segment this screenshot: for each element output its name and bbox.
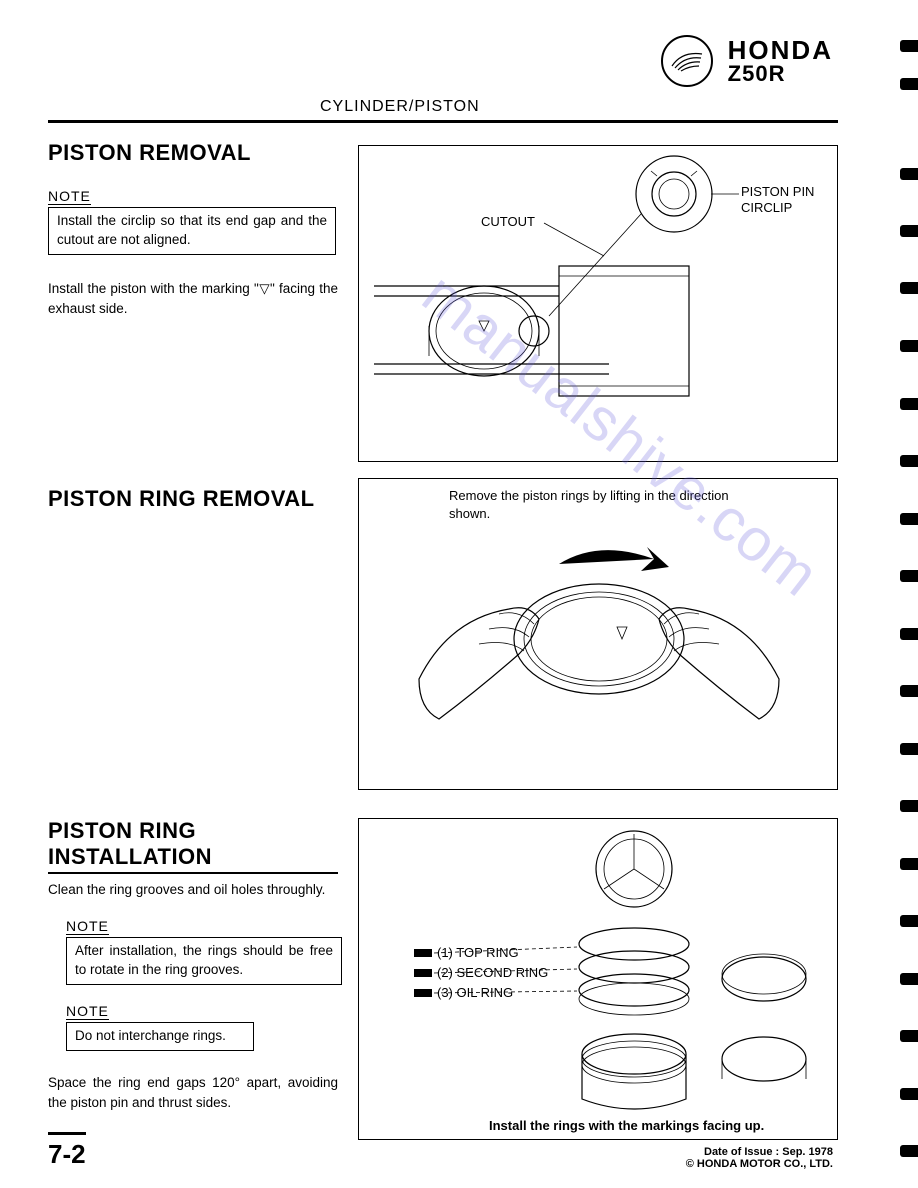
fig1-label-cutout: CUTOUT: [481, 214, 535, 229]
binding-mark: [900, 398, 918, 410]
note-label-2: NOTE: [66, 918, 109, 935]
figure-ring-removal: Remove the piston rings by lifting in th…: [358, 478, 838, 790]
binding-mark: [900, 225, 918, 237]
binding-mark: [900, 1088, 918, 1100]
fig3-caption-bottom: Install the rings with the markings faci…: [489, 1118, 764, 1133]
body-text-clean: Clean the ring grooves and oil holes thr…: [48, 880, 338, 900]
figure-piston-removal: CUTOUT PISTON PIN CIRCLIP: [358, 145, 838, 462]
section-ring-installation: PISTON RING INSTALLATION Clean the ring …: [48, 818, 338, 1113]
section-label: CYLINDER/PISTON: [320, 98, 480, 116]
footer-date: Date of Issue : Sep. 1978: [686, 1146, 833, 1158]
note-box-2: After installation, the rings should be …: [66, 937, 342, 985]
binding-mark: [900, 340, 918, 352]
fig2-drawing: [359, 479, 837, 789]
page-number: 7-2: [48, 1132, 86, 1170]
fig2-caption: Remove the piston rings by lifting in th…: [449, 487, 769, 523]
footer-issue: Date of Issue : Sep. 1978 © HONDA MOTOR …: [686, 1146, 833, 1170]
binding-mark: [900, 168, 918, 180]
heading-ring-removal: PISTON RING REMOVAL: [48, 486, 338, 512]
note-box-3: Do not interchange rings.: [66, 1022, 254, 1051]
binding-mark: [900, 513, 918, 525]
binding-mark: [900, 78, 918, 90]
fig3-drawing: [359, 819, 837, 1139]
binding-mark: [900, 1145, 918, 1157]
binding-mark: [900, 743, 918, 755]
top-rule: [48, 120, 838, 123]
binding-mark: [900, 455, 918, 467]
fig1-label-circlip1: PISTON PIN: [741, 184, 814, 199]
note-label-1: NOTE: [48, 188, 91, 205]
brand-name: HONDA: [728, 37, 833, 63]
footer-copyright: © HONDA MOTOR CO., LTD.: [686, 1158, 833, 1170]
fig3-label-second: (2) SECOND RING: [437, 965, 548, 980]
binding-marks: [890, 0, 918, 1188]
note-label-3: NOTE: [66, 1003, 109, 1020]
section-piston-removal: PISTON REMOVAL NOTE Install the circlip …: [48, 140, 338, 319]
note-box-1: Install the circlip so that its end gap …: [48, 207, 336, 255]
body-text-1: Install the piston with the marking "▽" …: [48, 279, 338, 320]
figure-ring-installation: (1) TOP RING (2) SECOND RING (3) OIL RIN…: [358, 818, 838, 1140]
binding-mark: [900, 800, 918, 812]
section-ring-removal: PISTON RING REMOVAL: [48, 486, 338, 512]
binding-mark: [900, 915, 918, 927]
fig1-label-circlip2: CIRCLIP: [741, 200, 792, 215]
manual-page: HONDA Z50R CYLINDER/PISTON PISTON REMOVA…: [0, 0, 918, 1188]
binding-mark: [900, 973, 918, 985]
fig3-label-oil: (3) OIL RING: [437, 985, 513, 1000]
binding-mark: [900, 40, 918, 52]
honda-wing-logo: [661, 35, 713, 87]
brand-text-block: HONDA Z50R: [728, 37, 833, 85]
wing-icon: [667, 46, 707, 76]
binding-mark: [900, 282, 918, 294]
binding-mark: [900, 1030, 918, 1042]
binding-mark: [900, 628, 918, 640]
heading-ring-installation: PISTON RING INSTALLATION: [48, 818, 338, 874]
model-name: Z50R: [728, 63, 833, 85]
body-text-space: Space the ring end gaps 120° apart, avoi…: [48, 1073, 338, 1114]
header-brand-block: HONDA Z50R: [661, 35, 833, 87]
binding-mark: [900, 685, 918, 697]
binding-mark: [900, 570, 918, 582]
binding-mark: [900, 858, 918, 870]
fig3-label-top: (1) TOP RING: [437, 945, 519, 960]
heading-piston-removal: PISTON REMOVAL: [48, 140, 338, 166]
